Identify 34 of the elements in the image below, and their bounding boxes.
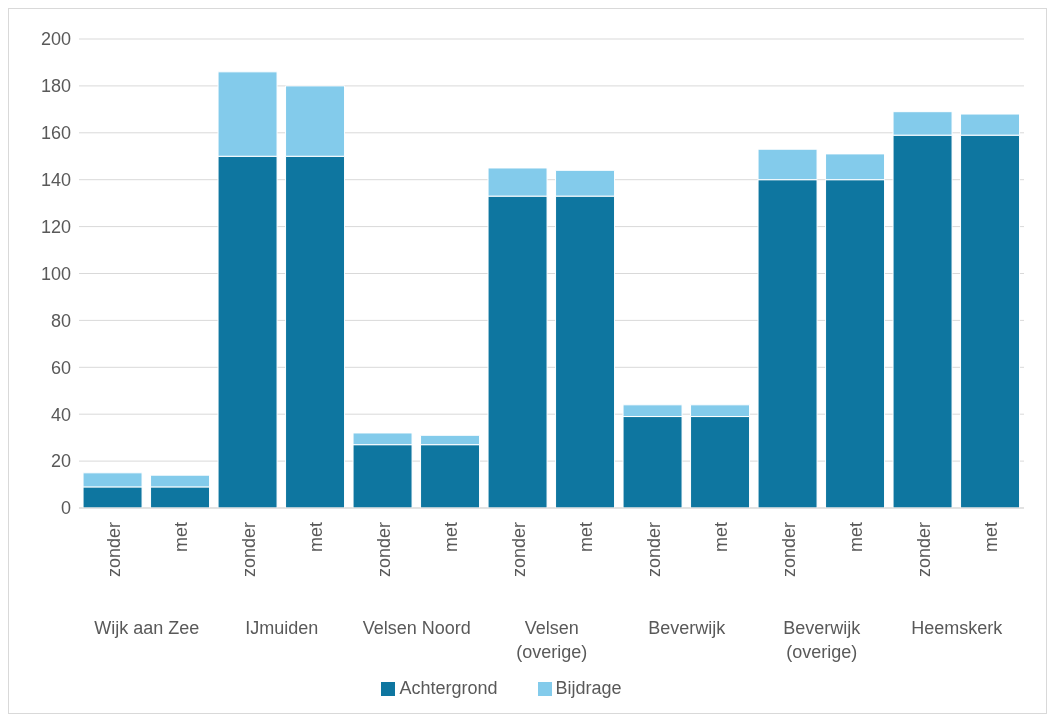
text: Beverwijk bbox=[648, 618, 727, 638]
x-tick-label: met bbox=[441, 522, 462, 553]
x-tick-label: zonder bbox=[238, 522, 259, 578]
y-tick-label: 140 bbox=[40, 170, 71, 191]
y-tick-label: 100 bbox=[40, 263, 71, 284]
x-tick-label: met bbox=[846, 522, 867, 553]
text: Wijk aan Zee bbox=[94, 618, 200, 638]
x-tick-label: zonder bbox=[643, 522, 664, 578]
text: IJmuiden bbox=[245, 618, 319, 638]
x-tick-label: met bbox=[576, 522, 597, 553]
x-tick-label: met bbox=[171, 522, 192, 553]
y-tick-label: 160 bbox=[40, 123, 71, 144]
text: Heemskerk bbox=[911, 618, 1004, 638]
y-tick-label: 180 bbox=[40, 76, 71, 97]
x-tick-label: zonder bbox=[508, 522, 529, 578]
text: Velsen (overige) bbox=[516, 618, 588, 662]
legend-label: Bijdrage bbox=[555, 678, 622, 698]
text: Velsen Noord bbox=[362, 618, 471, 638]
x-tick-label: met bbox=[306, 522, 327, 553]
text: Beverwijk (overige) bbox=[783, 618, 862, 662]
y-tick-label: 80 bbox=[50, 310, 71, 331]
x-tick-label: zonder bbox=[913, 522, 934, 578]
y-tick-label: 120 bbox=[40, 216, 71, 237]
x-tick-label: met bbox=[711, 522, 732, 553]
y-tick-label: 20 bbox=[50, 451, 71, 472]
x-tick-label: zonder bbox=[373, 522, 394, 578]
x-tick-label: zonder bbox=[103, 522, 124, 578]
legend-label: Achtergrond bbox=[399, 678, 498, 698]
y-tick-label: 200 bbox=[40, 29, 71, 50]
y-tick-label: 40 bbox=[50, 404, 71, 425]
x-tick-label: zonder bbox=[778, 522, 799, 578]
y-tick-label: 60 bbox=[50, 357, 71, 378]
x-tick-label: met bbox=[981, 522, 1002, 553]
y-tick-label: 0 bbox=[60, 498, 71, 519]
